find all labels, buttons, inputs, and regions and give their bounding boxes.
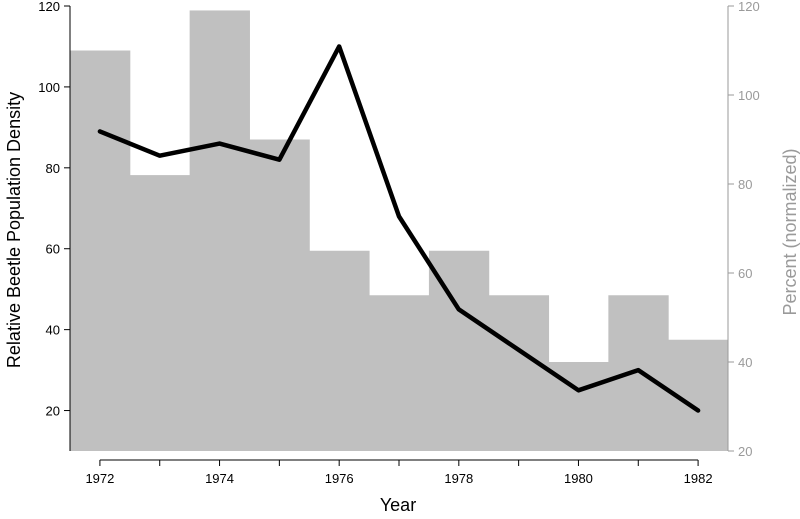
- bar-1974: [189, 10, 250, 451]
- right-axis-ticks: 20 40 60 80 100 120: [728, 0, 760, 459]
- bar-1981: [608, 295, 669, 451]
- left-tick-label: 40: [46, 323, 60, 338]
- bar-1972: [70, 50, 131, 451]
- bar-1978: [428, 250, 490, 451]
- right-tick-label: 120: [738, 0, 760, 14]
- right-tick-label: 20: [738, 444, 752, 459]
- x-tick-label: 1980: [564, 471, 593, 486]
- bar-1975: [249, 139, 310, 451]
- right-tick-label: 100: [738, 88, 760, 103]
- left-axis-title: Relative Beetle Population Density: [4, 92, 24, 368]
- right-tick-label: 60: [738, 266, 752, 281]
- bar-series: [70, 10, 729, 451]
- left-tick-label: 120: [38, 0, 60, 14]
- left-tick-label: 60: [46, 242, 60, 257]
- bar-1977: [369, 295, 430, 451]
- x-axis-ticks: 1972 1974 1976 1978 1980 1982: [85, 460, 713, 486]
- left-tick-label: 20: [46, 404, 60, 419]
- left-tick-label: 80: [46, 161, 60, 176]
- x-tick-label: 1972: [85, 471, 114, 486]
- density-line: [97, 44, 701, 413]
- bar-1979: [488, 295, 550, 451]
- x-tick-label: 1978: [444, 471, 473, 486]
- right-tick-label: 80: [738, 177, 752, 192]
- x-axis-title: Year: [380, 495, 416, 515]
- x-tick-label: 1982: [684, 471, 713, 486]
- bar-1976: [309, 250, 370, 451]
- x-tick-label: 1974: [205, 471, 234, 486]
- bar-1973: [129, 175, 191, 451]
- left-tick-label: 100: [38, 80, 60, 95]
- left-axis-ticks: 20 40 60 80 100 120: [38, 0, 70, 419]
- line-series-layer: [97, 44, 701, 413]
- right-tick-label: 40: [738, 355, 752, 370]
- x-tick-label: 1976: [325, 471, 354, 486]
- right-axis-title: Percent (normalized): [780, 148, 800, 315]
